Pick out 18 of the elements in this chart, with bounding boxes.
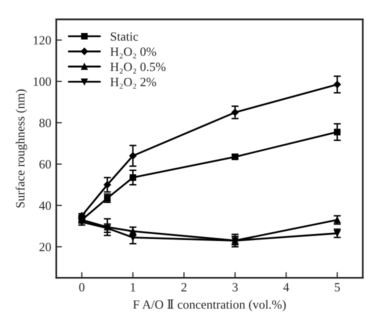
y-axis-title: Surface roughness (nm) — [16, 89, 28, 208]
legend-label: Static — [110, 32, 138, 41]
legend-label: H₂O₂ 0% — [110, 47, 156, 58]
y-tick-label: 80 — [39, 118, 51, 128]
x-tick-label: 2 — [181, 283, 186, 292]
x-tick-label: 0 — [79, 283, 84, 292]
x-tick-label: 5 — [334, 283, 340, 292]
y-tick-label: 20 — [39, 242, 51, 252]
y-tick-label: 60 — [39, 160, 51, 169]
y-tick-label: 100 — [34, 77, 51, 86]
y-tick-label: 120 — [34, 36, 51, 45]
x-tick-label: 1 — [130, 283, 136, 292]
x-tick-label: 3 — [232, 283, 238, 292]
x-axis-title: F A/O Ⅱ concentration (vol.%) — [133, 300, 286, 312]
legend-label: H₂O₂ 2% — [110, 78, 156, 89]
legend-label: H₂O₂ 0.5% — [110, 62, 166, 74]
y-tick-label: 40 — [39, 201, 51, 210]
x-tick-label: 4 — [283, 283, 290, 292]
